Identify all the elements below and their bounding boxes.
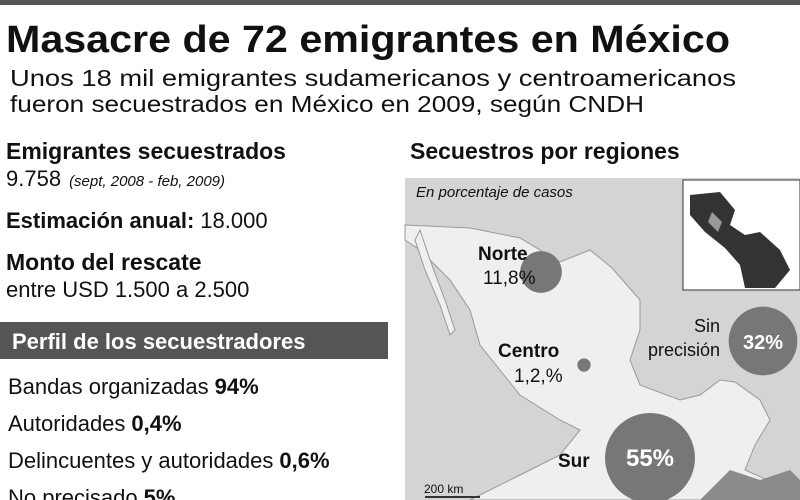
stat-annual-part: Estimación anual: (6, 208, 194, 233)
profile-item-part: 0,4% (131, 411, 181, 436)
subtitle: Unos 18 mil emigrantes sudamericanos y c… (10, 65, 736, 91)
region-bubble (605, 413, 695, 500)
stat-label: Monto del rescate (6, 249, 202, 275)
stat-annual: Estimación anual: 18.000 (6, 208, 268, 233)
region-name: Sin precisión (648, 316, 720, 360)
stat-value-part: (sept, 2008 - feb, 2009) (69, 173, 225, 190)
profile-item-part: Bandas organizadas (8, 374, 209, 399)
stat-value: entre USD 1.500 a 2.500 (6, 277, 249, 302)
profile-item: Autoridades 0,4% (8, 411, 182, 436)
region-value: 1,2,% (514, 366, 563, 387)
map-subtitle: En porcentaje de casos (416, 184, 573, 201)
subtitle: fueron secuestrados en México en 2009, s… (10, 91, 644, 117)
profile-item-part: 5% (144, 485, 176, 500)
region-name: Sur (558, 451, 590, 472)
profile-item: Delincuentes y autoridades 0,6% (8, 448, 330, 473)
region-bubble (577, 358, 591, 372)
region-value: 55% (626, 445, 674, 472)
region-value: 32% (743, 332, 783, 354)
profile-item: Bandas organizadas 94% (8, 374, 259, 399)
region-bubble (520, 251, 562, 293)
stat-label: Emigrantes secuestrados (6, 138, 286, 164)
top-bar (0, 0, 800, 5)
region-name: Centro (498, 341, 559, 362)
profile-item-part: 0,6% (279, 448, 329, 473)
region-bubble (728, 306, 798, 376)
profile-item-part: Autoridades (8, 411, 125, 436)
profile-item-part: Delincuentes y autoridades (8, 448, 273, 473)
title: Masacre de 72 emigrantes en México (6, 19, 730, 61)
region-name: Norte (478, 244, 528, 265)
profile-item-part: No precisado (8, 485, 138, 500)
stat-value-part: 9.758 (6, 166, 61, 191)
profile-title: Perfil de los secuestradores (12, 329, 305, 354)
profile-header-bg (0, 322, 388, 359)
stat-value: 9.758 (sept, 2008 - feb, 2009) (6, 166, 225, 191)
stat-annual-part: 18.000 (200, 208, 267, 233)
profile-item: No precisado 5% (8, 485, 175, 500)
map-title: Secuestros por regiones (410, 138, 680, 164)
profile-item-part: 94% (215, 374, 259, 399)
region-value: 11,8% (483, 268, 536, 289)
map-scale: 200 km (424, 482, 463, 496)
